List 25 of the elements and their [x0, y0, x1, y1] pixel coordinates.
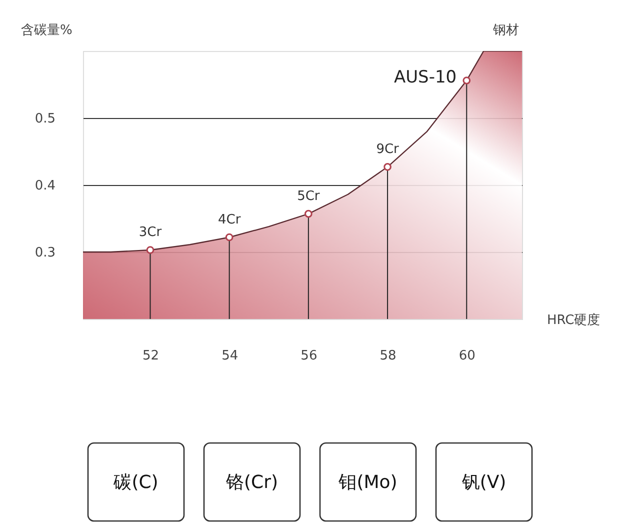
- annotation: 3Cr: [138, 224, 162, 240]
- text: 钒(V): [460, 472, 506, 493]
- x-tick-label: 54: [222, 348, 238, 364]
- y-tick-label: 0.3: [34, 246, 56, 260]
- x-tick-label: 60: [458, 348, 476, 364]
- text: 碳(C): [112, 472, 158, 493]
- point: [462, 76, 471, 84]
- x-tick-label: 58: [380, 348, 396, 364]
- x-axis-title: HRC硬度: [547, 312, 600, 328]
- x-tick-label: 56: [300, 348, 318, 364]
- point: [225, 233, 234, 242]
- point: [384, 163, 392, 171]
- y-tick-label: 0.5: [34, 112, 56, 126]
- point: [146, 246, 154, 254]
- annotation: AUS-10: [394, 67, 457, 88]
- text: 钼(Mo): [338, 472, 398, 493]
- text: 铬(Cr): [224, 472, 278, 493]
- y-tick-label: 0.4: [34, 178, 56, 194]
- annotation: 9Cr: [376, 142, 400, 157]
- x-tick-label: 52: [142, 348, 160, 364]
- annotation: 5Cr: [297, 188, 320, 204]
- y-axis-title: 含碳量%: [21, 23, 72, 38]
- point: [304, 210, 312, 218]
- text: 钢材: [492, 23, 519, 38]
- annotation: 4Cr: [218, 212, 242, 228]
